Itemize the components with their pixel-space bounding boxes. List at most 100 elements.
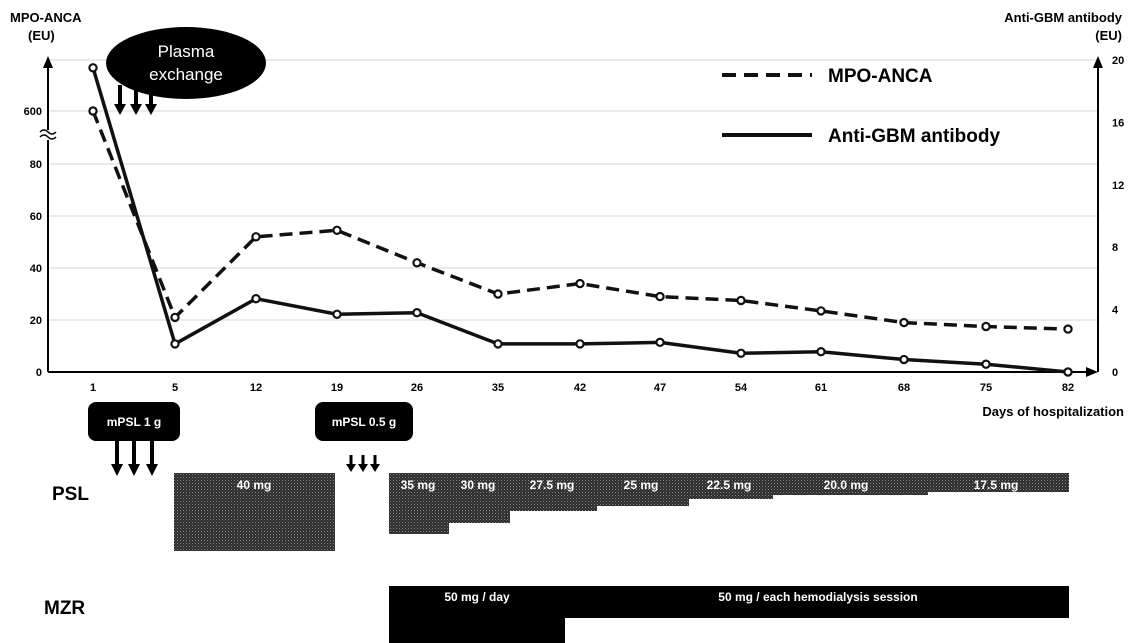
x-tick-label: 61 bbox=[815, 382, 827, 394]
legend: MPO-ANCA Anti-GBM antibody bbox=[722, 66, 1000, 147]
data-point-anti-gbm bbox=[493, 339, 503, 349]
right-axis-title-line2: (EU) bbox=[1095, 28, 1122, 43]
data-point-anti-gbm bbox=[655, 337, 665, 348]
data-point-anti-gbm bbox=[170, 339, 180, 349]
x-tick-label: 26 bbox=[411, 382, 423, 394]
x-tick-label: 35 bbox=[492, 382, 504, 394]
left-tick-label: 0 bbox=[36, 367, 42, 379]
right-axis-title-line1: Anti-GBM antibody bbox=[1004, 10, 1122, 25]
mpsl-05g-annotation: mPSL 0.5 g bbox=[315, 402, 413, 472]
mzr-row-label: MZR bbox=[44, 598, 85, 619]
x-tick-label: 47 bbox=[654, 382, 666, 394]
psl-dose-35mg: 35 mg bbox=[401, 478, 436, 492]
x-tick-label: 68 bbox=[898, 382, 910, 394]
x-tick-label: 42 bbox=[574, 382, 586, 394]
left-tick-label: 60 bbox=[30, 211, 42, 223]
x-tick-label: 54 bbox=[735, 382, 748, 394]
data-point-anti-gbm bbox=[412, 308, 422, 318]
legend-label-anti-gbm: Anti-GBM antibody bbox=[828, 126, 1000, 147]
right-tick-label: 8 bbox=[1112, 242, 1118, 254]
mpsl-1g-annotation: mPSL 1 g bbox=[88, 402, 180, 476]
right-axis bbox=[1093, 56, 1103, 372]
data-point-anti-gbm bbox=[88, 63, 98, 73]
x-tick-label: 1 bbox=[90, 382, 96, 394]
right-tick-label: 0 bbox=[1112, 367, 1118, 379]
right-tick-label: 12 bbox=[1112, 180, 1124, 192]
psl-bar-22-5mg bbox=[689, 473, 773, 499]
psl-dose-27-5mg: 27.5 mg bbox=[530, 478, 575, 492]
x-tick-label: 19 bbox=[331, 382, 343, 394]
data-point-anti-gbm bbox=[1063, 367, 1073, 377]
plasma-exchange-label-line1: Plasma bbox=[158, 42, 215, 61]
psl-bar-17-5mg bbox=[928, 473, 1069, 492]
data-point-anti-gbm bbox=[736, 348, 746, 358]
data-point-anti-gbm bbox=[332, 309, 342, 319]
x-axis bbox=[48, 367, 1098, 377]
psl-bar-25mg bbox=[597, 473, 689, 506]
data-point-anti-gbm bbox=[981, 359, 991, 369]
data-point-mpo-anca bbox=[412, 258, 422, 268]
right-axis-ticks: 0 4 8 12 16 20 bbox=[1112, 55, 1124, 379]
psl-row-label: PSL bbox=[52, 484, 89, 505]
mzr-bar-daily bbox=[389, 586, 565, 643]
plasma-exchange-label-line2: exchange bbox=[149, 65, 223, 84]
data-point-mpo-anca bbox=[251, 232, 261, 242]
right-tick-label: 16 bbox=[1112, 117, 1124, 129]
mzr-dose-daily: 50 mg / day bbox=[444, 590, 510, 604]
x-axis-title: Days of hospitalization bbox=[982, 404, 1124, 419]
mpsl-05g-label: mPSL 0.5 g bbox=[332, 415, 396, 429]
right-tick-label: 20 bbox=[1112, 55, 1124, 67]
data-point-anti-gbm bbox=[575, 339, 585, 349]
data-point-anti-gbm bbox=[816, 347, 826, 357]
data-point-anti-gbm bbox=[899, 354, 909, 365]
left-tick-label: 80 bbox=[30, 159, 42, 171]
legend-label-mpo-anca: MPO-ANCA bbox=[828, 66, 933, 87]
data-point-mpo-anca bbox=[1063, 324, 1073, 334]
psl-dose-22-5mg: 22.5 mg bbox=[707, 478, 752, 492]
psl-dosing-bars: 40 mg 35 mg 30 mg 27.5 mg 25 mg 22.5 mg … bbox=[174, 473, 1069, 551]
series-layer bbox=[88, 63, 1073, 377]
plasma-exchange-annotation: Plasma exchange bbox=[106, 27, 266, 115]
data-point-mpo-anca bbox=[170, 312, 180, 323]
psl-bar-35mg bbox=[389, 473, 449, 534]
data-point-mpo-anca bbox=[816, 306, 826, 316]
data-point-mpo-anca bbox=[981, 321, 991, 332]
data-point-mpo-anca bbox=[899, 317, 909, 328]
mzr-dose-hemodialysis: 50 mg / each hemodialysis session bbox=[718, 590, 917, 604]
psl-dose-25mg: 25 mg bbox=[624, 478, 659, 492]
psl-bar-20mg bbox=[773, 473, 928, 495]
x-tick-label: 12 bbox=[250, 382, 262, 394]
psl-dose-17-5mg: 17.5 mg bbox=[974, 478, 1019, 492]
left-axis-title-line2: (EU) bbox=[28, 28, 55, 43]
psl-dose-30mg: 30 mg bbox=[461, 478, 496, 492]
psl-bar-27-5mg bbox=[510, 473, 597, 511]
right-tick-label: 4 bbox=[1112, 305, 1119, 317]
mzr-bar-hemodialysis bbox=[565, 586, 1069, 618]
x-tick-label: 5 bbox=[172, 382, 178, 394]
psl-dose-20mg: 20.0 mg bbox=[824, 478, 869, 492]
left-tick-label: 600 bbox=[24, 106, 42, 118]
plasma-exchange-arrows bbox=[114, 85, 157, 115]
gridlines bbox=[48, 59, 1098, 321]
mzr-dosing-bars: 50 mg / day 50 mg / each hemodialysis se… bbox=[389, 586, 1069, 643]
psl-bar-30mg bbox=[449, 473, 510, 523]
data-point-mpo-anca bbox=[655, 291, 665, 302]
left-tick-label: 40 bbox=[30, 263, 42, 275]
data-point-anti-gbm bbox=[251, 293, 261, 304]
data-point-mpo-anca bbox=[736, 295, 746, 306]
x-axis-ticks: 1 5 12 19 26 35 42 47 54 61 68 75 82 bbox=[90, 382, 1074, 394]
data-point-mpo-anca bbox=[493, 289, 503, 299]
data-point-mpo-anca bbox=[332, 225, 342, 235]
data-point-mpo-anca bbox=[88, 106, 98, 116]
left-axis-ticks: 0 20 40 60 80 600 bbox=[24, 106, 42, 379]
x-tick-label: 75 bbox=[980, 382, 992, 394]
series-line-anti-gbm bbox=[91, 67, 1069, 374]
left-axis bbox=[39, 56, 57, 372]
psl-bar-40mg bbox=[174, 473, 335, 551]
data-point-mpo-anca bbox=[575, 278, 585, 289]
left-axis-title-line1: MPO-ANCA bbox=[10, 10, 82, 25]
x-tick-label: 82 bbox=[1062, 382, 1074, 394]
psl-dose-40mg: 40 mg bbox=[237, 478, 272, 492]
left-tick-label: 20 bbox=[30, 315, 42, 327]
